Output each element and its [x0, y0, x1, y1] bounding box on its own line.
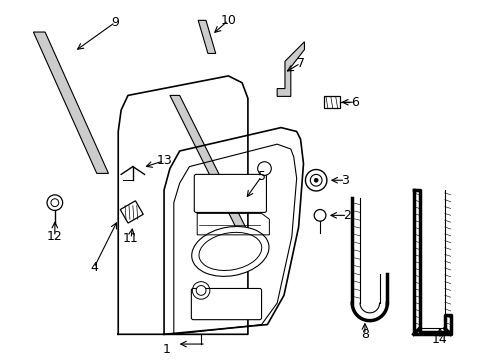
Polygon shape — [277, 42, 304, 96]
Bar — [120, 201, 143, 223]
Circle shape — [305, 170, 326, 191]
Circle shape — [314, 178, 318, 182]
Text: 7: 7 — [296, 57, 304, 70]
Text: 9: 9 — [111, 16, 119, 29]
Text: 14: 14 — [431, 333, 447, 346]
Text: 13: 13 — [156, 154, 172, 167]
FancyBboxPatch shape — [191, 288, 261, 320]
Text: 4: 4 — [90, 261, 98, 274]
Text: 3: 3 — [341, 174, 348, 187]
Circle shape — [47, 195, 62, 211]
Text: 5: 5 — [257, 170, 265, 183]
Polygon shape — [33, 32, 108, 174]
Circle shape — [310, 174, 322, 186]
Circle shape — [51, 199, 59, 207]
Text: 2: 2 — [343, 209, 350, 222]
Text: 12: 12 — [47, 230, 62, 243]
Text: 11: 11 — [123, 232, 139, 245]
Circle shape — [257, 162, 271, 175]
Polygon shape — [198, 20, 215, 54]
Circle shape — [196, 285, 205, 295]
Ellipse shape — [191, 226, 268, 276]
Ellipse shape — [199, 232, 261, 270]
Text: 6: 6 — [350, 96, 358, 109]
Circle shape — [314, 210, 325, 221]
Text: 8: 8 — [360, 328, 368, 341]
Polygon shape — [169, 95, 247, 232]
FancyBboxPatch shape — [194, 174, 266, 212]
Bar — [324, 96, 339, 108]
Text: 10: 10 — [220, 14, 236, 27]
Text: 1: 1 — [163, 343, 171, 356]
